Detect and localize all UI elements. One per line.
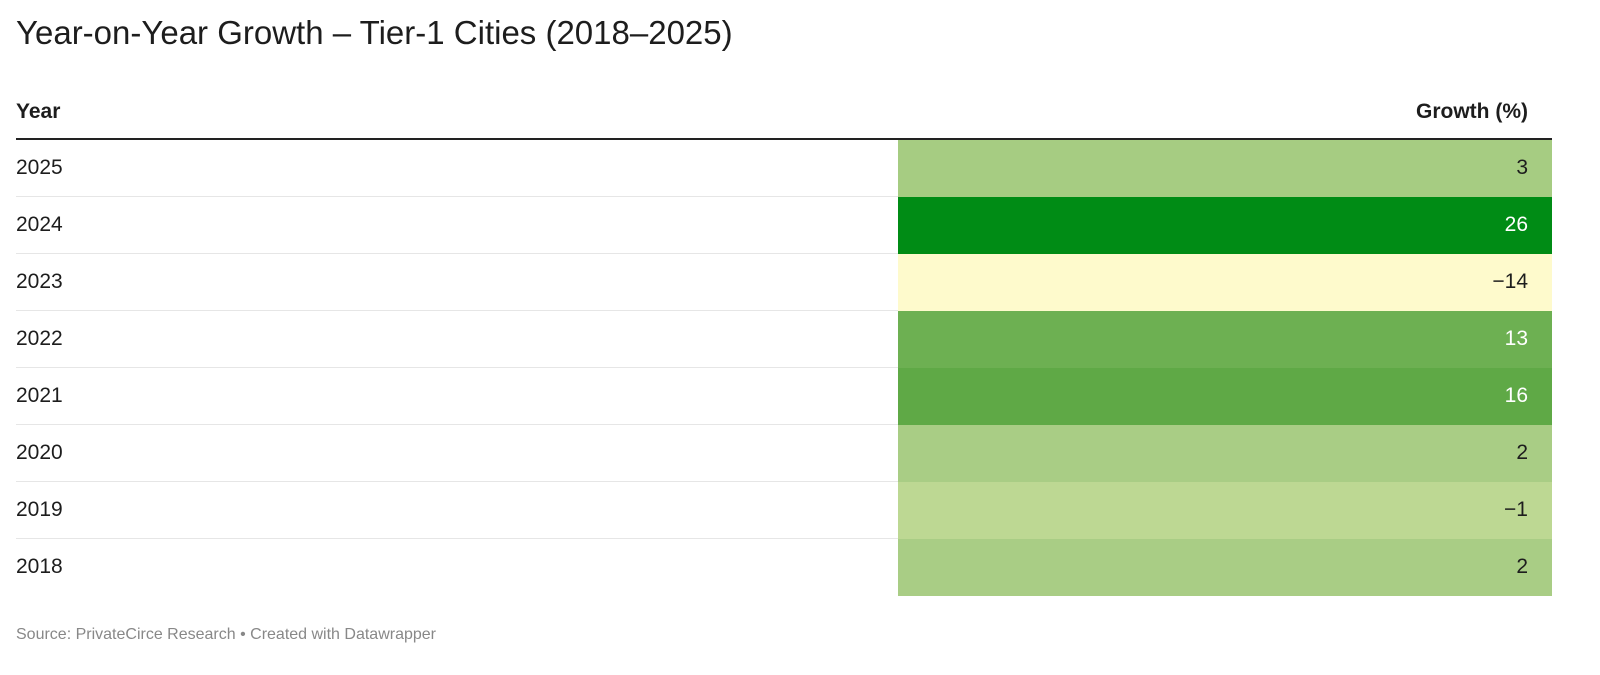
source-footer: Source: PrivateCirce Research • Created … [16,626,436,643]
growth-cell: −14 [898,254,1552,311]
chart-title: Year-on-Year Growth – Tier-1 Cities (201… [16,14,733,51]
year-cell: 2024 [16,213,63,236]
table-row: 2024 26 [16,197,1552,254]
growth-cell: 16 [898,368,1552,425]
table-header: Year Growth (%) [16,92,1552,140]
column-header-year[interactable]: Year [16,100,61,123]
growth-cell: 2 [898,425,1552,482]
year-cell: 2020 [16,441,63,464]
growth-cell: 13 [898,311,1552,368]
year-cell: 2019 [16,498,63,521]
year-cell: 2023 [16,270,63,293]
table-row: 2023 −14 [16,254,1552,311]
growth-cell: 26 [898,197,1552,254]
table-row: 2019 −1 [16,482,1552,539]
column-header-growth[interactable]: Growth (%) [1416,100,1528,123]
year-cell: 2021 [16,384,63,407]
growth-cell: −1 [898,482,1552,539]
growth-table: Year Growth (%) 2025 3 2024 26 2023 −14 2022 13… [16,92,1552,596]
year-cell: 2025 [16,156,63,179]
year-cell: 2022 [16,327,63,350]
table-row: 2021 16 [16,368,1552,425]
growth-cell: 2 [898,539,1552,596]
growth-cell: 3 [898,140,1552,197]
table-body: 2025 3 2024 26 2023 −14 2022 13 2021 16 2020 2 2019 −… [16,140,1552,596]
table-row: 2020 2 [16,425,1552,482]
table-row: 2025 3 [16,140,1552,197]
table-row: 2018 2 [16,539,1552,596]
table-row: 2022 13 [16,311,1552,368]
year-cell: 2018 [16,555,63,578]
